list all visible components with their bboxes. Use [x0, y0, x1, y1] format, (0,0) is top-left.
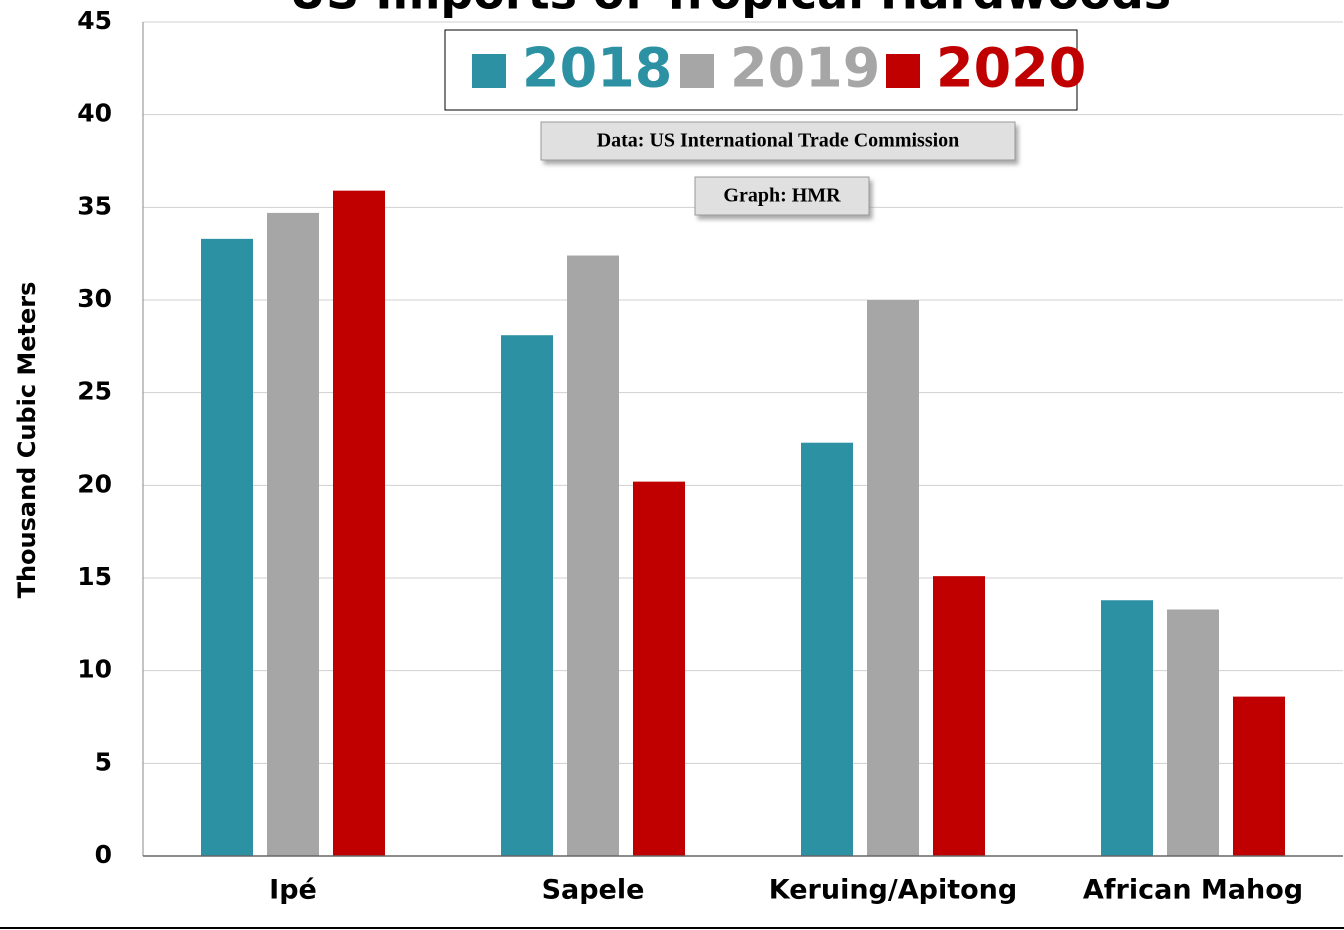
bar — [501, 335, 553, 856]
annotation: Data: US International Trade Commission — [597, 130, 960, 152]
bar — [567, 255, 619, 856]
y-tick-label: 0 — [95, 840, 112, 869]
bar — [201, 238, 253, 857]
annotation-box — [694, 176, 870, 216]
y-tick-label: 15 — [77, 562, 112, 591]
bar — [633, 481, 685, 856]
annotation-box — [540, 121, 1016, 161]
y-tick-label: 25 — [77, 377, 112, 406]
bar — [333, 190, 385, 857]
legend-label: 2018 — [522, 37, 672, 100]
x-tick-label: Ipé — [269, 875, 317, 906]
y-tick-label: 20 — [77, 469, 112, 498]
y-tick-label: 35 — [77, 191, 112, 220]
y-tick-label: 5 — [95, 747, 112, 776]
legend-swatch — [680, 54, 714, 88]
legend-label: 2020 — [936, 37, 1086, 100]
annotation: Graph: HMR — [723, 185, 841, 207]
chart-title: US Imports of Tropical Hardwoods — [289, 0, 1171, 20]
x-tick-label: Keruing/Apitong — [769, 875, 1017, 906]
y-tick-label: 45 — [77, 6, 112, 35]
y-axis-label: Thousand Cubic Meters — [13, 282, 41, 599]
legend-box — [444, 29, 1078, 111]
y-tick-label: 30 — [77, 284, 112, 313]
bar — [1233, 696, 1285, 856]
bar — [267, 212, 319, 857]
y-tick-label: 10 — [77, 655, 112, 684]
legend-label: 2019 — [730, 37, 880, 100]
bar — [867, 300, 919, 856]
bar — [801, 442, 853, 856]
x-tick-label: Sapele — [542, 875, 645, 906]
bar — [1167, 609, 1219, 856]
x-tick-label: African Mahog — [1083, 875, 1303, 906]
y-tick-label: 40 — [77, 99, 112, 128]
legend-swatch — [472, 54, 506, 88]
bar — [933, 576, 985, 856]
legend-swatch — [886, 54, 920, 88]
bar — [1101, 600, 1153, 856]
